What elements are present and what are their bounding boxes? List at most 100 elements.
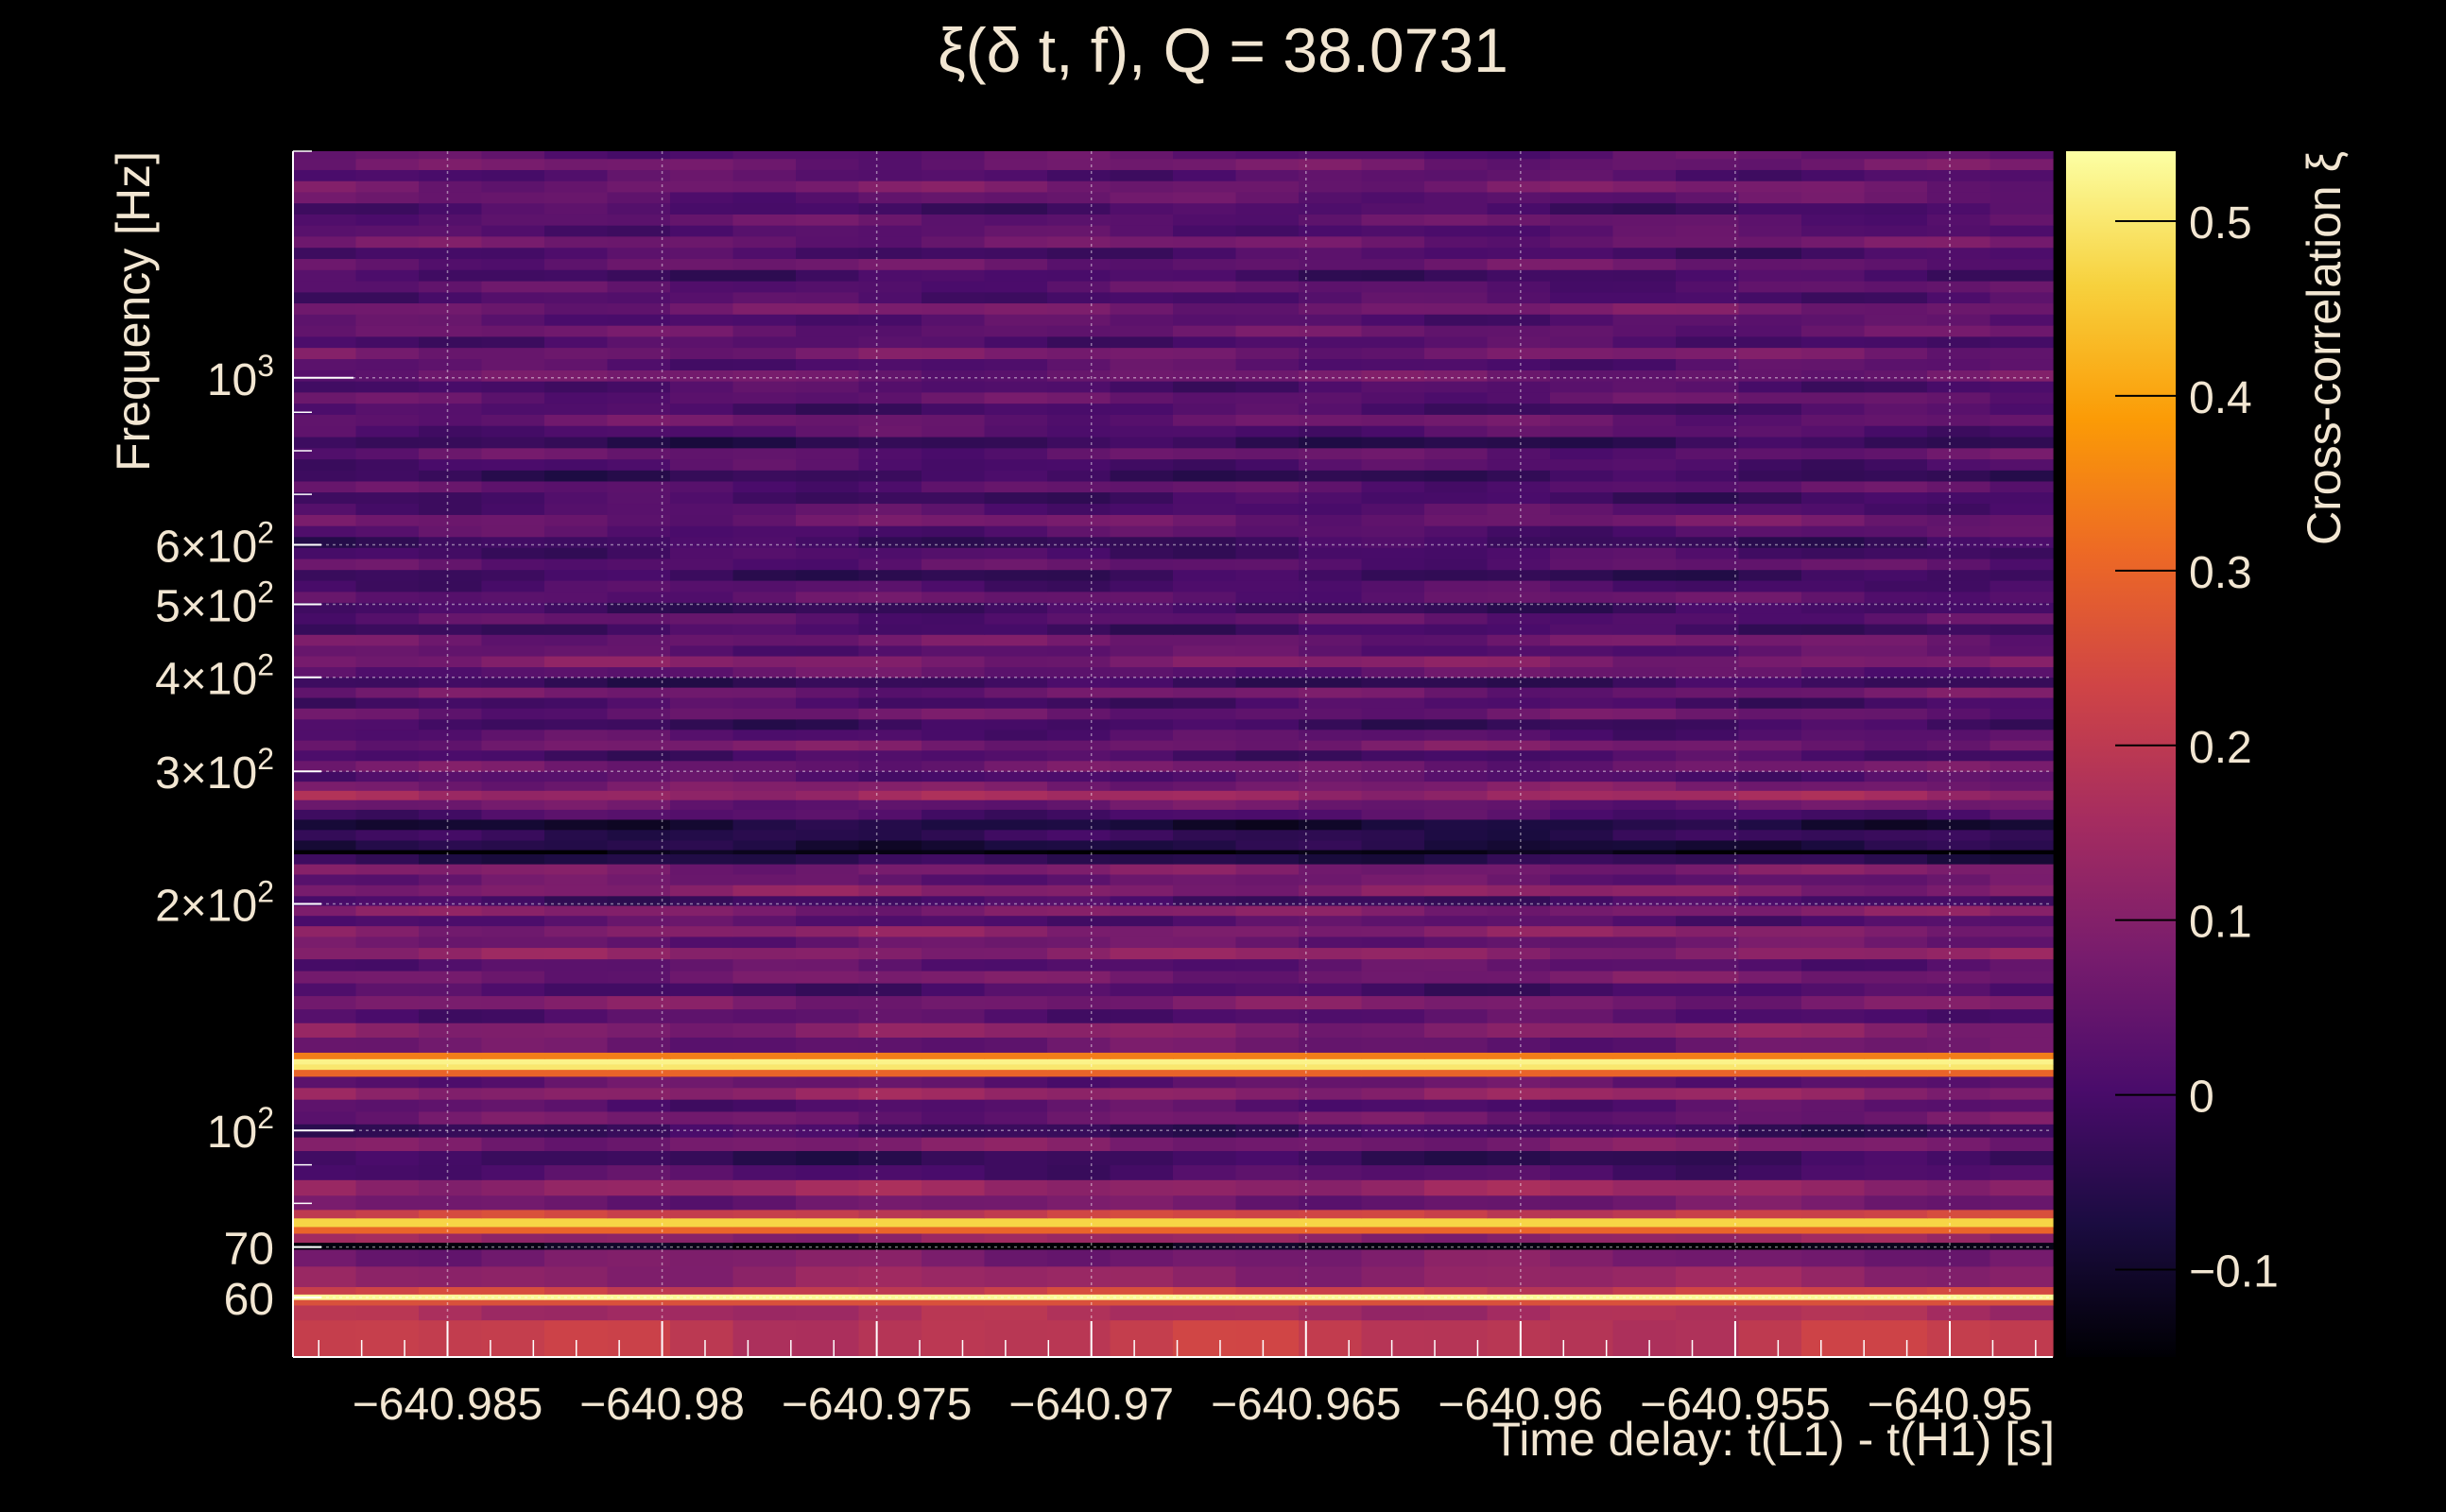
heatmap-cell	[670, 612, 734, 625]
heatmap-cell	[1927, 192, 1991, 204]
heatmap-cell	[732, 799, 797, 810]
heatmap-cell	[1738, 1227, 1802, 1234]
heatmap-cell	[858, 1069, 922, 1077]
heatmap-cell	[419, 1265, 483, 1287]
heatmap-cell	[607, 525, 671, 538]
heatmap-cell	[544, 612, 609, 625]
heatmap-cell	[1110, 202, 1174, 215]
heatmap-cell	[1864, 895, 1928, 906]
heatmap-cell	[1487, 905, 1551, 917]
heatmap-cell	[984, 1233, 1048, 1244]
heatmap-cell	[922, 1265, 986, 1287]
heatmap-cell	[1864, 292, 1928, 304]
heatmap-cell	[1173, 829, 1237, 841]
heatmap-cell	[1864, 258, 1928, 270]
heatmap-cell	[1864, 864, 1928, 875]
heatmap-cell	[607, 151, 671, 160]
heatmap-cell	[607, 771, 671, 782]
heatmap-cell	[1235, 437, 1300, 449]
heatmap-cell	[1424, 971, 1489, 984]
heatmap-cell	[732, 403, 797, 415]
heatmap-cell	[1235, 697, 1300, 709]
heatmap-cell	[293, 347, 357, 360]
heatmap-cell	[1361, 1194, 1425, 1211]
heatmap-cell	[732, 677, 797, 688]
x-tick-label: −640.96	[1438, 1380, 1603, 1430]
heatmap-cell	[1173, 947, 1237, 960]
heatmap-cell	[1424, 414, 1489, 426]
heatmap-cell	[293, 799, 357, 810]
heatmap-cell	[293, 624, 357, 635]
heatmap-cell	[607, 971, 671, 984]
heatmap-cell	[984, 192, 1048, 204]
heatmap-cell	[1990, 1294, 2054, 1300]
heatmap-cell	[1738, 192, 1802, 204]
heatmap-cell	[1487, 840, 1551, 850]
heatmap-cell	[1299, 905, 1363, 917]
heatmap-cell	[796, 258, 860, 270]
heatmap-cell	[1738, 602, 1802, 614]
heatmap-cell	[1676, 1319, 1740, 1358]
heatmap-cell	[732, 1265, 797, 1287]
heatmap-cell	[293, 749, 357, 762]
heatmap-cell	[293, 718, 357, 730]
heatmap-cell	[293, 864, 357, 875]
heatmap-cell	[1801, 708, 1866, 720]
heatmap-cell	[1927, 1087, 1991, 1100]
heatmap-cell	[1550, 536, 1614, 548]
heatmap-cell	[1047, 677, 1111, 688]
heatmap-cell	[1110, 580, 1174, 593]
heatmap-cell	[1990, 1233, 2054, 1244]
heatmap-cell	[419, 634, 483, 646]
heatmap-cell	[670, 158, 734, 170]
heatmap-cell	[922, 885, 986, 897]
heatmap-cell	[1550, 1209, 1614, 1219]
heatmap-cell	[607, 666, 671, 679]
heatmap-cell	[732, 1164, 797, 1180]
heatmap-cell	[481, 525, 545, 538]
heatmap-cell	[1550, 790, 1614, 800]
heatmap-cell	[419, 381, 483, 393]
heatmap-cell	[419, 809, 483, 820]
heatmap-cell	[1110, 358, 1174, 370]
heatmap-cell	[1110, 1124, 1174, 1138]
heatmap-cell	[1173, 983, 1237, 997]
heatmap-cell	[1047, 414, 1111, 426]
heatmap-cell	[1110, 958, 1174, 971]
heatmap-cell	[732, 202, 797, 215]
heatmap-cell	[1927, 547, 1991, 559]
heatmap-cell	[1047, 729, 1111, 741]
heatmap-cell	[355, 874, 420, 885]
heatmap-cell	[293, 437, 357, 449]
heatmap-cell	[1864, 1194, 1928, 1211]
heatmap-cell	[293, 1299, 357, 1306]
heatmap-cell	[1801, 314, 1866, 326]
heatmap-cell	[1990, 547, 2054, 559]
heatmap-cell	[1299, 491, 1363, 505]
heatmap-cell	[1864, 656, 1928, 668]
heatmap-cell	[1864, 151, 1928, 160]
heatmap-cell	[922, 1022, 986, 1038]
heatmap-cell	[1801, 1286, 1866, 1295]
heatmap-cell	[481, 749, 545, 762]
heatmap-cell	[481, 829, 545, 841]
heatmap-cell	[419, 1164, 483, 1180]
heatmap-cell	[1801, 936, 1866, 949]
heatmap-cell	[1550, 1008, 1614, 1023]
heatmap-cell	[1361, 437, 1425, 449]
heatmap-cell	[1676, 1037, 1740, 1053]
heatmap-cell	[796, 547, 860, 559]
heatmap-cell	[544, 624, 609, 635]
heatmap-cell	[1487, 403, 1551, 415]
heatmap-cell	[1047, 829, 1111, 841]
heatmap-cell	[858, 558, 922, 571]
heatmap-cell	[1927, 602, 1991, 614]
heatmap-cell	[670, 634, 734, 646]
heatmap-cell	[984, 995, 1048, 1010]
heatmap-cell	[922, 1179, 986, 1196]
heatmap-cell	[1361, 158, 1425, 170]
heatmap-cell	[481, 790, 545, 800]
heatmap-cell	[1864, 580, 1928, 593]
heatmap-cell	[984, 425, 1048, 438]
heatmap-cell	[922, 874, 986, 885]
